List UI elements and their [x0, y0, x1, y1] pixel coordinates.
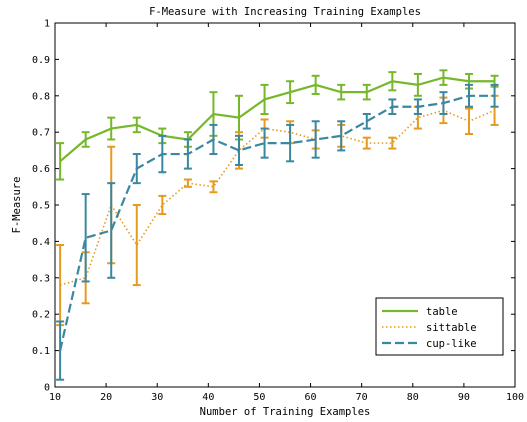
- series-cup-like: [56, 83, 499, 381]
- y-tick-label-10: 1: [44, 19, 50, 30]
- x-tick-label-6: 70: [356, 392, 368, 403]
- series-table: [56, 69, 499, 181]
- x-tick-label-4: 50: [253, 392, 265, 403]
- cup-like-line: [59, 94, 495, 351]
- x-tick-label-1: 20: [100, 392, 112, 403]
- y-tick-label-4: 0.4: [32, 237, 50, 248]
- x-tick-label-5: 60: [305, 392, 317, 403]
- y-tick-label-7: 0.7: [32, 128, 50, 139]
- x-tick-label-9: 100: [506, 392, 524, 403]
- y-tick-label-3: 0.3: [32, 273, 50, 284]
- legend-label-table: table: [426, 306, 458, 318]
- legend-box: [375, 297, 504, 356]
- y-tick-label-5: 0.5: [32, 201, 50, 212]
- sittable-line: [59, 109, 495, 286]
- x-tick-label-0: 10: [49, 392, 61, 403]
- y-tick-label-9: 0.9: [32, 55, 50, 66]
- y-tick-label-1: 0.1: [32, 346, 50, 357]
- series-layer: [56, 69, 499, 381]
- legend-label-cup-like: cup-like: [426, 338, 477, 350]
- y-axis-title: F-Measure: [11, 177, 23, 234]
- x-tick-label-8: 90: [458, 392, 470, 403]
- x-tick-label-3: 40: [202, 392, 214, 403]
- y-tick-label-2: 0.2: [32, 310, 50, 321]
- x-axis-title: Number of Training Examples: [200, 406, 371, 418]
- chart-title: F-Measure with Increasing Training Examp…: [149, 6, 421, 18]
- y-tick-label-8: 0.8: [32, 91, 50, 102]
- table-line: [59, 76, 495, 163]
- x-tick-label-7: 80: [407, 392, 419, 403]
- y-tick-label-6: 0.6: [32, 164, 50, 175]
- legend-label-sittable: sittable: [426, 322, 477, 334]
- axis-ticks: 10 20 30 40 50 60 70 80 90 100 0 0.1 0.2 0.3 0.4 0.5 0.6…: [32, 19, 524, 404]
- y-tick-label-0: 0: [44, 383, 50, 394]
- x-tick-label-2: 30: [151, 392, 163, 403]
- legend: table sittable cup-like: [375, 297, 504, 356]
